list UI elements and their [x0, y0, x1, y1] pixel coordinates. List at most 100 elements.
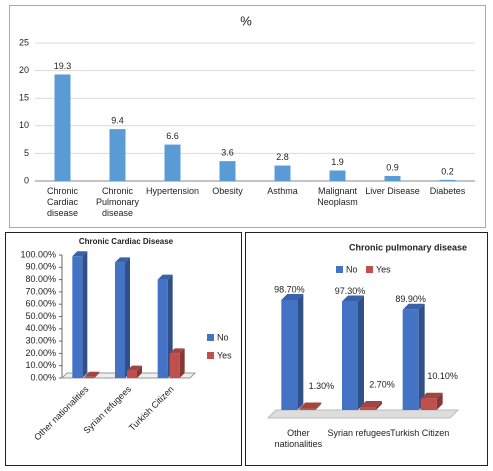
bar — [439, 179, 456, 181]
bar — [281, 294, 304, 410]
bar-front — [420, 398, 437, 410]
value-label: 3.6 — [221, 148, 234, 158]
bar-front — [157, 279, 168, 378]
legend-swatch — [366, 266, 373, 273]
y-tick-label: 0.00% — [30, 372, 56, 382]
bar — [115, 257, 130, 378]
bar-top — [127, 365, 142, 371]
bar-front — [169, 353, 180, 378]
y-tick-label: 60.00% — [25, 299, 56, 309]
x-label-box: Asthma — [267, 186, 298, 196]
x-tick-label: Malignant Neoplasm — [317, 186, 358, 207]
x-label-box: Chronic Cardiac disease — [46, 186, 79, 218]
value-label: 97.30% — [335, 286, 366, 296]
bar-side — [137, 365, 142, 378]
bar — [72, 251, 88, 378]
bar-side — [418, 303, 425, 410]
bar-front — [72, 256, 83, 378]
chart-title: Chronic Cardiac Disease — [79, 237, 174, 246]
y-tick-label: 10.00% — [25, 360, 56, 370]
bar — [360, 400, 382, 410]
legend-swatch — [207, 334, 214, 341]
x-tick-label: Diabetes — [429, 186, 466, 196]
bar-front — [84, 376, 95, 378]
y-tick-label: 0 — [24, 175, 29, 185]
value-label: 2.70% — [369, 379, 395, 389]
y-tick-label: 30.00% — [25, 335, 56, 345]
bar-top — [72, 251, 88, 257]
bar-side — [94, 371, 100, 378]
bar-front — [115, 262, 125, 378]
x-tick-label: Liver Disease — [365, 186, 420, 196]
bar-top — [115, 257, 130, 263]
bar — [420, 392, 443, 410]
y-tick-label: 70.00% — [25, 286, 56, 296]
x-label-box: Malignant Neoplasm — [317, 186, 358, 207]
bar-top — [342, 295, 364, 302]
y-tick-label: 90.00% — [25, 262, 56, 272]
y-tick-label: 100.00% — [20, 249, 56, 259]
bar — [127, 365, 142, 378]
bar — [54, 74, 71, 181]
legend-swatch — [336, 266, 343, 273]
x-label-box: Diabetes — [429, 186, 466, 196]
bar-side — [179, 348, 185, 378]
bar — [84, 371, 100, 378]
x-label-box: Liver Disease — [365, 186, 420, 196]
bar — [164, 144, 181, 181]
x-tick-label: Obesity — [212, 186, 243, 196]
bar — [299, 402, 322, 410]
bar-front — [127, 370, 137, 378]
bar-side — [297, 294, 304, 410]
bar-front — [402, 309, 419, 410]
chart-title: % — [240, 13, 252, 28]
bar-side — [125, 257, 130, 378]
x-tick-label: Hypertension — [145, 186, 200, 196]
value-label: 0.9 — [386, 162, 399, 172]
bar-side — [315, 402, 322, 410]
legend-label: No — [217, 332, 229, 342]
x-tick-label: Syrian refugees — [327, 428, 391, 438]
bar — [274, 165, 291, 181]
x-label-box: Syrian refugees — [327, 428, 391, 438]
y-tick-label: 80.00% — [25, 274, 56, 284]
y-tick-label: 40.00% — [25, 323, 56, 333]
value-label: 2.8 — [276, 152, 289, 162]
bar — [384, 176, 401, 181]
bar-top — [157, 274, 173, 280]
bar-side — [82, 251, 88, 378]
value-label: 1.30% — [309, 381, 335, 391]
x-label-box: Hypertension — [145, 186, 200, 196]
legend-label: Yes — [376, 264, 391, 274]
bar — [329, 170, 346, 181]
y-tick-label: 15 — [19, 93, 29, 103]
x-label-box: Obesity — [212, 186, 243, 196]
y-tick-label: 25 — [19, 37, 29, 47]
bar-top — [360, 400, 382, 407]
value-label: 89.90% — [395, 294, 426, 304]
legend-swatch — [207, 352, 214, 359]
x-tick-label: Chronic Cardiac disease — [46, 186, 79, 218]
y-tick-label: 50.00% — [25, 311, 56, 321]
value-label: 1.9 — [331, 157, 344, 167]
bar — [219, 161, 236, 181]
legend-label: Yes — [217, 350, 232, 360]
y-tick-label: 10 — [19, 120, 29, 130]
bar-side — [358, 295, 364, 410]
value-label: 6.6 — [166, 131, 179, 141]
x-tick-label: Asthma — [267, 186, 298, 196]
bar-top — [299, 402, 322, 409]
value-label: 98.70% — [274, 284, 305, 294]
x-label-box: Other nationalities — [274, 428, 323, 449]
x-label-box: Turkish Citizen — [390, 428, 450, 438]
x-tick-label: Turkish Citizen — [390, 428, 450, 438]
floor — [266, 409, 460, 419]
legend-label: No — [346, 264, 358, 274]
bar-front — [299, 408, 316, 410]
x-tick-label: Other nationalities — [274, 428, 323, 449]
bar-top — [420, 392, 443, 399]
value-label: 10.10% — [427, 371, 458, 381]
value-label: 19.3 — [54, 61, 72, 71]
bar-front — [281, 300, 298, 410]
